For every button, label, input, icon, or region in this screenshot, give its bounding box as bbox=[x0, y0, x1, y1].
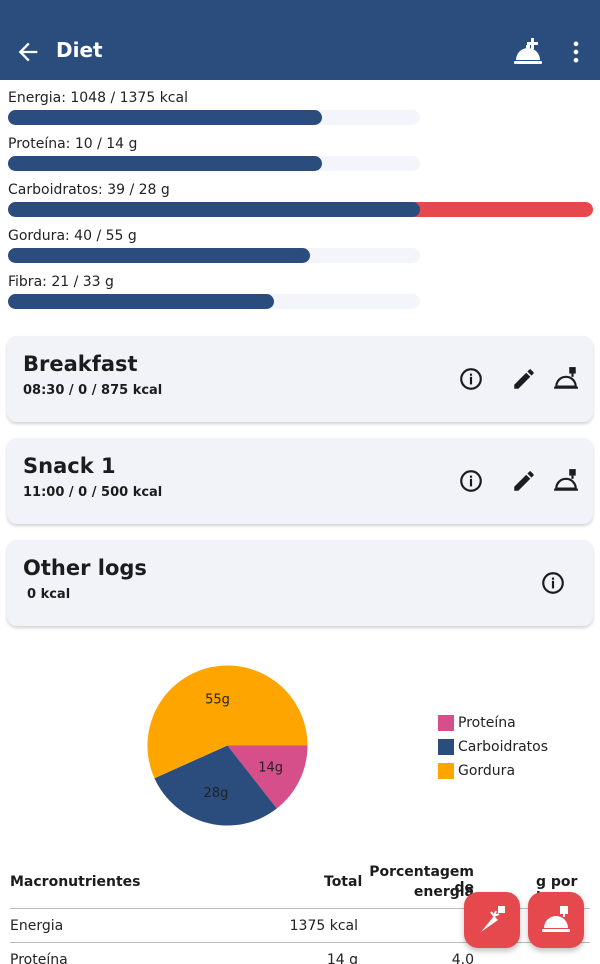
progress-fill bbox=[8, 156, 322, 171]
col-header-percent-line2: energia bbox=[413, 884, 474, 900]
col-header-total: Total bbox=[324, 874, 363, 890]
meal-card-snack[interactable]: Snack 1 11:00 / 0 / 500 kcal bbox=[7, 438, 593, 524]
pie-slice-proteína bbox=[227, 745, 308, 809]
progress-label: Proteína: 10 / 14 g bbox=[8, 136, 138, 152]
info-icon[interactable] bbox=[458, 366, 484, 392]
progress-fill bbox=[8, 294, 275, 309]
progress-over bbox=[405, 202, 593, 217]
progress-track bbox=[8, 248, 420, 263]
pie-label: 28g bbox=[204, 786, 229, 801]
progress-track bbox=[8, 202, 593, 217]
table-cell-percent: 4.0 bbox=[451, 952, 474, 964]
pie-label: 55g bbox=[205, 693, 230, 708]
col-header-percent-line1: Porcentagem de bbox=[369, 864, 474, 896]
pie-label: 14g bbox=[258, 761, 283, 776]
table-cell-total: 14 g bbox=[326, 952, 358, 964]
progress-fill bbox=[8, 248, 310, 263]
meal-subtitle: 11:00 / 0 / 500 kcal bbox=[23, 485, 163, 500]
progress-track bbox=[8, 156, 420, 171]
progress-fat: Gordura: 40 / 55 g bbox=[8, 226, 598, 272]
legend-item-protein: Proteína bbox=[438, 711, 548, 735]
progress-label: Fibra: 21 / 33 g bbox=[8, 274, 114, 290]
legend-label: Carboidratos bbox=[458, 739, 549, 755]
progress-protein: Proteína: 10 / 14 g bbox=[8, 134, 598, 180]
meal-card-other-logs[interactable]: Other logs 0 kcal bbox=[7, 540, 593, 626]
log-meal-button[interactable] bbox=[528, 892, 584, 948]
col-header-name: Macronutrientes bbox=[10, 874, 141, 890]
legend-swatch bbox=[438, 739, 454, 755]
meal-title: Breakfast bbox=[23, 352, 138, 376]
table-cell-name: Proteína bbox=[10, 952, 68, 964]
legend-swatch bbox=[438, 763, 454, 779]
meal-subtitle: 0 kcal bbox=[27, 587, 71, 602]
macros-pie-chart: 14g 28g 55g bbox=[140, 658, 315, 833]
meal-title: Snack 1 bbox=[23, 454, 116, 478]
progress-track bbox=[8, 110, 420, 125]
arrow-back-icon[interactable] bbox=[14, 38, 42, 66]
meal-title: Other logs bbox=[23, 556, 147, 580]
chart-legend: Proteína Carboidratos Gordura bbox=[438, 711, 548, 783]
page-title: Diet bbox=[56, 38, 103, 62]
legend-label: Proteína bbox=[458, 715, 516, 731]
progress-fill bbox=[8, 202, 420, 217]
edit-icon[interactable] bbox=[511, 468, 537, 494]
table-cell-total: 1375 kcal bbox=[289, 918, 358, 934]
progress-label: Gordura: 40 / 55 g bbox=[8, 228, 137, 244]
table-divider bbox=[10, 942, 590, 943]
table-cell-name: Energia bbox=[10, 918, 64, 934]
progress-label: Carboidratos: 39 / 28 g bbox=[8, 182, 170, 198]
meal-subtitle: 08:30 / 0 / 875 kcal bbox=[23, 383, 163, 398]
table-divider bbox=[10, 908, 590, 909]
pie-slice-carboidratos bbox=[154, 745, 277, 826]
progress-fill bbox=[8, 110, 322, 125]
legend-item-carbs: Carboidratos bbox=[438, 735, 548, 759]
info-icon[interactable] bbox=[540, 570, 566, 596]
info-icon[interactable] bbox=[458, 468, 484, 494]
pie-slice-gordura bbox=[147, 665, 308, 779]
legend-swatch bbox=[438, 715, 454, 731]
log-food-icon[interactable] bbox=[553, 468, 579, 494]
progress-carbs: Carboidratos: 39 / 28 g bbox=[8, 180, 598, 226]
quick-add-food-button[interactable] bbox=[464, 892, 520, 948]
nutrient-progress-list: Energia: 1048 / 1375 kcal Proteína: 10 /… bbox=[8, 88, 598, 318]
edit-icon[interactable] bbox=[511, 366, 537, 392]
add-meal-icon[interactable] bbox=[512, 36, 544, 68]
pie-svg: 14g 28g 55g bbox=[147, 665, 308, 826]
progress-energy: Energia: 1048 / 1375 kcal bbox=[8, 88, 598, 134]
legend-item-fat: Gordura bbox=[438, 759, 548, 783]
meal-add-icon bbox=[542, 906, 570, 932]
carrot-add-icon bbox=[481, 906, 505, 932]
progress-fiber: Fibra: 21 / 33 g bbox=[8, 272, 598, 318]
meal-card-breakfast[interactable]: Breakfast 08:30 / 0 / 875 kcal bbox=[7, 336, 593, 422]
log-food-icon[interactable] bbox=[553, 366, 579, 392]
app-bar: Diet bbox=[0, 0, 600, 80]
progress-track bbox=[8, 294, 420, 309]
progress-label: Energia: 1048 / 1375 kcal bbox=[8, 90, 188, 106]
more-vert-icon[interactable] bbox=[562, 38, 590, 66]
legend-label: Gordura bbox=[458, 763, 516, 779]
